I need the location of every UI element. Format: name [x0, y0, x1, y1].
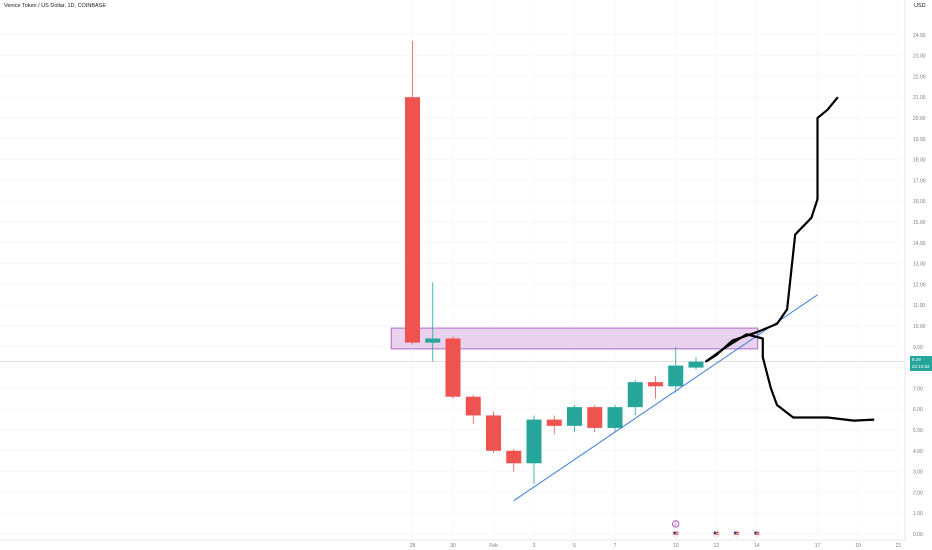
- price-tick-label: 7.00: [913, 386, 923, 392]
- flag-stripe: [754, 533, 760, 535]
- us-flag-icon: [733, 530, 740, 538]
- flag-canton: [754, 531, 757, 534]
- price-tick-label: 16.00: [913, 199, 926, 205]
- candle-body: [405, 97, 420, 343]
- us-flag-icon: [672, 530, 680, 538]
- price-tick-label: 5.00: [913, 428, 923, 434]
- currency-label: USD: [914, 3, 926, 9]
- us-flag-icon: [712, 530, 720, 538]
- candle-body: [607, 407, 623, 428]
- flag-canton: [734, 531, 737, 534]
- price-tick-label: 2.00: [913, 490, 923, 496]
- price-tick-label: 19.00: [913, 137, 926, 143]
- candle-body: [425, 338, 441, 343]
- candle-body: [648, 382, 663, 387]
- price-tick-label: 1.00: [913, 511, 923, 517]
- price-tick-label: 22.00: [913, 74, 926, 80]
- price-tick-label: 10.00: [913, 324, 926, 330]
- last-price-tag: 8.29 22:16:52: [910, 356, 932, 371]
- flag-stripe: [734, 531, 739, 533]
- price-tick-label: 20.00: [913, 116, 926, 122]
- time-tick-label: 17: [815, 543, 821, 549]
- candle-body: [465, 396, 481, 416]
- flag-canton: [713, 531, 717, 534]
- price-tick-label: 15.00: [913, 220, 926, 226]
- candle-body: [627, 382, 643, 408]
- candle-body: [688, 361, 704, 368]
- time-tick-label: Feb: [489, 543, 498, 549]
- last-price-value: 8.29: [912, 357, 921, 362]
- price-tick-label: 11.00: [913, 303, 925, 309]
- price-tick-label: 9.00: [913, 345, 923, 351]
- flag-stripe: [713, 533, 719, 535]
- price-tick-label: 4.00: [913, 449, 923, 455]
- time-tick-label: 5: [573, 543, 576, 549]
- price-tick-label: 3.00: [913, 470, 923, 476]
- resistance-zone-layer: [390, 327, 759, 350]
- earnings-label: E: [674, 522, 677, 527]
- projection-layer: [705, 96, 875, 422]
- time-tick-label: 10: [673, 543, 679, 549]
- price-tick-label: 24.00: [913, 33, 926, 39]
- price-tick-label: 23.00: [913, 54, 926, 60]
- price-tick-label: 13.00: [913, 262, 926, 268]
- candle-body: [445, 338, 461, 397]
- time-tick-label: 30: [450, 543, 456, 549]
- event-markers: E: [672, 520, 761, 538]
- price-tick-label: 18.00: [913, 158, 926, 164]
- earnings-icon: [672, 520, 680, 528]
- time-tick-label: 12: [713, 543, 719, 549]
- bar-countdown: 22:16:52: [912, 364, 930, 369]
- price-tick-label: 6.00: [913, 407, 923, 413]
- price-tick-label: 17.00: [913, 178, 926, 184]
- candle-body: [546, 419, 562, 426]
- price-tick-label: 0.00: [913, 532, 923, 538]
- projection-path: [705, 96, 875, 422]
- candle-body: [587, 407, 603, 428]
- candle-body: [526, 419, 542, 464]
- candle-body: [567, 407, 582, 426]
- price-tick-label: 14.00: [913, 241, 926, 247]
- flag-stripe: [734, 533, 739, 535]
- time-tick-label: 28: [410, 543, 416, 549]
- candles-layer: [405, 41, 704, 485]
- time-tick-label: 3: [533, 543, 536, 549]
- flag-stripe: [673, 531, 679, 533]
- time-tick-label: 21: [896, 543, 902, 549]
- time-axis[interactable]: 28 30 Feb 3 5 7 10 12 14 17 19 21: [410, 543, 902, 549]
- symbol-title: Venice Token / US Dollar, 1D, COINBASE: [4, 3, 106, 9]
- price-tick-label: 12.00: [913, 282, 926, 288]
- flag-stripe: [754, 531, 760, 533]
- candle-body: [668, 365, 684, 387]
- flag-stripe: [713, 531, 719, 533]
- resistance-zone: [390, 327, 759, 350]
- candle-body: [486, 415, 501, 451]
- flag-stripe: [673, 533, 679, 535]
- price-tick-label: 21.00: [913, 95, 926, 101]
- time-tick-label: 19: [855, 543, 861, 549]
- chart-grid: [0, 0, 906, 541]
- price-axis[interactable]: 0.001.002.003.004.005.006.007.008.009.00…: [913, 33, 926, 538]
- us-flag-icon: [753, 530, 761, 538]
- flag-canton: [673, 531, 676, 534]
- time-tick-label: 7: [614, 543, 617, 549]
- candle-body: [506, 450, 522, 464]
- time-tick-label: 14: [754, 543, 760, 549]
